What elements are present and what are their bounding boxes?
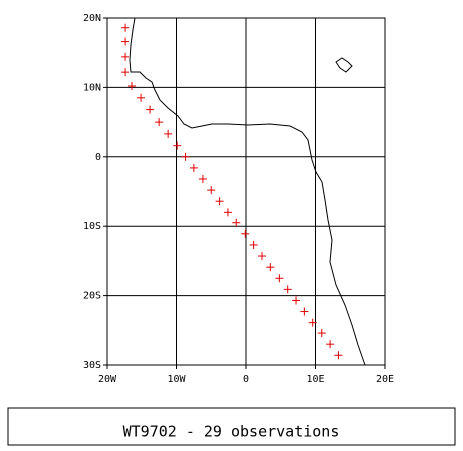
observation-marker: [121, 68, 130, 77]
observation-marker: [146, 105, 155, 114]
x-tick-label: 0: [243, 374, 249, 385]
observation-marker: [300, 307, 309, 316]
observation-marker: [317, 329, 326, 338]
y-tick-label: 30S: [83, 360, 101, 371]
observation-marker: [155, 118, 164, 127]
observation-marker: [292, 296, 301, 305]
observation-marker: [223, 208, 232, 217]
observation-marker: [164, 129, 173, 138]
y-tick-label: 0: [95, 152, 101, 163]
title-box: [7, 407, 456, 446]
observation-marker: [308, 318, 317, 327]
x-tick-label: 10W: [167, 374, 186, 385]
observation-marker: [128, 82, 137, 91]
observation-marker: [257, 252, 266, 261]
x-tick-label: 10E: [306, 374, 324, 385]
x-tick-label: 20W: [98, 374, 117, 385]
observation-marker: [266, 263, 275, 272]
observation-marker: [232, 218, 241, 227]
chart-title: WT9702 - 29 observations: [123, 423, 340, 441]
observation-marker: [215, 197, 224, 206]
observation-marker: [241, 229, 250, 238]
observation-marker: [173, 141, 182, 150]
island: [335, 57, 353, 73]
observation-marker: [283, 285, 292, 294]
observation-marker: [275, 274, 284, 283]
y-tick-label: 20N: [83, 13, 101, 24]
observation-marker: [207, 186, 216, 195]
y-tick-label: 10N: [83, 82, 101, 93]
observation-marker: [181, 152, 190, 161]
observation-marker: [249, 240, 258, 249]
x-tick-label: 20E: [376, 374, 394, 385]
y-tick-label: 20S: [83, 291, 101, 302]
coastline: [129, 17, 366, 366]
observation-marker: [189, 163, 198, 172]
observation-marker: [121, 23, 130, 32]
observation-marker: [326, 340, 335, 349]
y-tick-label: 10S: [83, 221, 101, 232]
observation-marker: [121, 52, 130, 61]
observation-marker: [198, 175, 207, 184]
observation-marker: [137, 93, 146, 102]
observation-marker: [334, 351, 343, 360]
observation-marker: [121, 37, 130, 46]
